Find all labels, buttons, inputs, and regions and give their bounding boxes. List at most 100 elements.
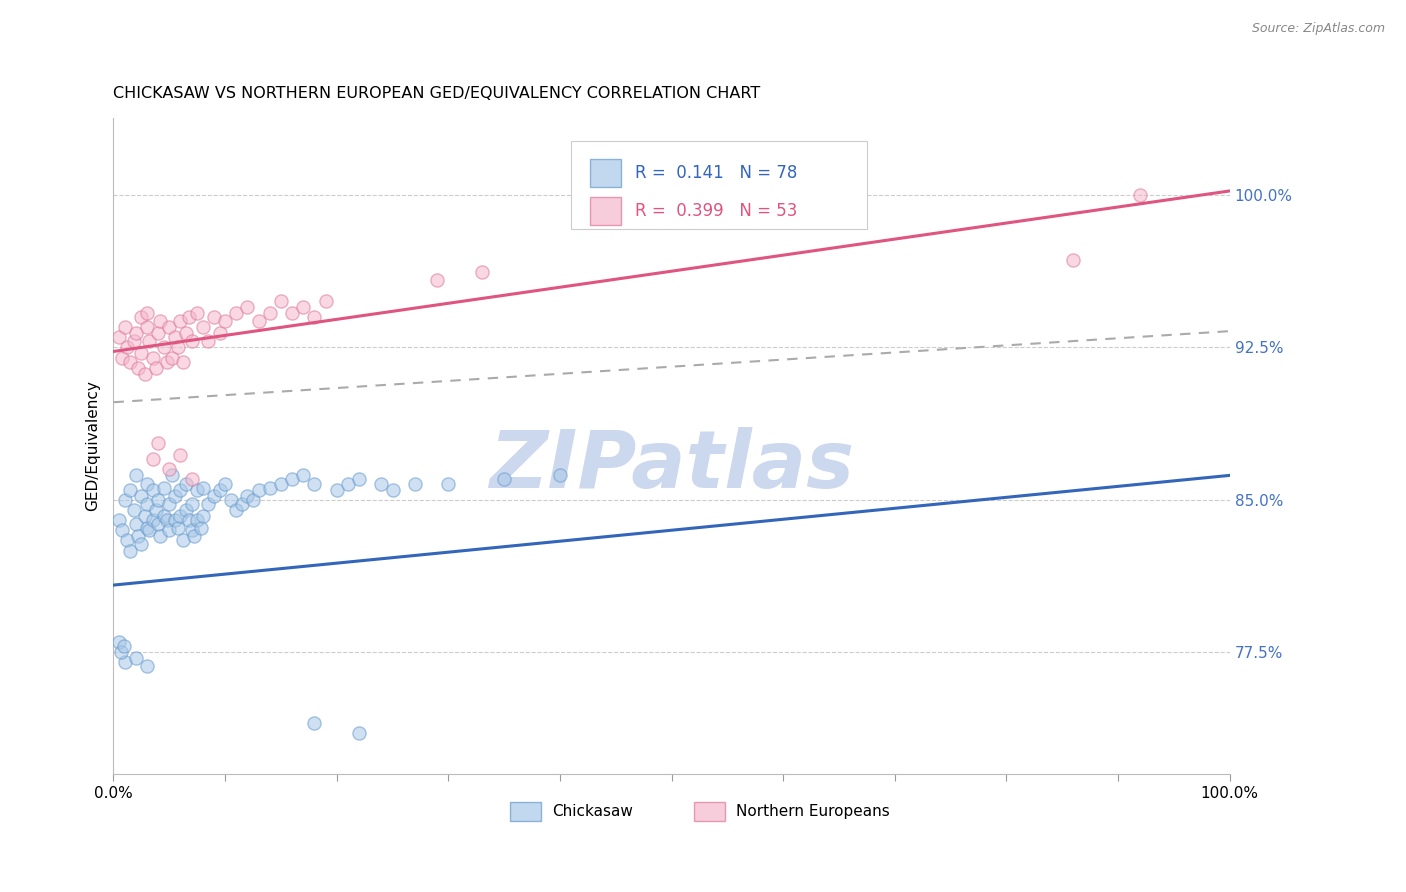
Point <box>231 497 253 511</box>
Point <box>167 521 190 535</box>
Point <box>247 314 270 328</box>
Point <box>326 483 349 497</box>
Point <box>180 472 202 486</box>
Point <box>186 513 208 527</box>
Point <box>190 521 212 535</box>
Point <box>114 492 136 507</box>
Point <box>131 537 153 551</box>
Point <box>186 306 208 320</box>
Point <box>136 476 159 491</box>
Point <box>202 489 225 503</box>
Point <box>163 330 186 344</box>
Point <box>157 320 180 334</box>
Point <box>292 300 315 314</box>
Point <box>122 334 145 349</box>
Point <box>315 293 337 308</box>
Point <box>157 462 180 476</box>
Point <box>208 483 231 497</box>
Point <box>304 476 326 491</box>
Point <box>108 635 131 649</box>
Point <box>138 523 160 537</box>
Point <box>281 306 304 320</box>
FancyBboxPatch shape <box>695 802 725 822</box>
Point <box>125 468 148 483</box>
Point <box>125 651 148 665</box>
Point <box>146 435 169 450</box>
Text: Northern Europeans: Northern Europeans <box>737 804 890 819</box>
Point <box>292 468 315 483</box>
Point <box>160 468 183 483</box>
Point <box>127 360 149 375</box>
Point <box>108 513 131 527</box>
Point <box>131 310 153 324</box>
Point <box>156 513 179 527</box>
Point <box>225 503 247 517</box>
Point <box>347 726 370 740</box>
Point <box>259 306 281 320</box>
Point <box>236 489 259 503</box>
Text: CHICKASAW VS NORTHERN EUROPEAN GED/EQUIVALENCY CORRELATION CHART: CHICKASAW VS NORTHERN EUROPEAN GED/EQUIV… <box>114 87 761 102</box>
Point <box>236 300 259 314</box>
Point <box>114 655 136 669</box>
Point <box>127 529 149 543</box>
Point <box>146 517 169 532</box>
Point <box>136 497 159 511</box>
Text: Chickasaw: Chickasaw <box>553 804 633 819</box>
Point <box>160 351 183 365</box>
Point <box>404 476 426 491</box>
Point <box>112 639 135 653</box>
Point <box>186 483 208 497</box>
Text: R =  0.141   N = 78: R = 0.141 N = 78 <box>634 164 797 182</box>
Point <box>136 320 159 334</box>
Point <box>110 645 132 659</box>
Point <box>247 483 270 497</box>
Point <box>145 360 167 375</box>
Point <box>136 659 159 673</box>
Point <box>149 314 172 328</box>
Text: ZIPatlas: ZIPatlas <box>489 426 853 505</box>
Point <box>131 346 153 360</box>
FancyBboxPatch shape <box>510 802 541 822</box>
Point <box>437 476 460 491</box>
Point <box>180 334 202 349</box>
Point <box>172 354 194 368</box>
Point <box>142 513 165 527</box>
Point <box>142 452 165 467</box>
Point <box>242 492 264 507</box>
Point <box>146 326 169 340</box>
Point <box>125 326 148 340</box>
Point <box>157 497 180 511</box>
Point <box>136 306 159 320</box>
Point <box>281 472 304 486</box>
Point <box>120 483 142 497</box>
Point <box>167 340 190 354</box>
Point <box>136 521 159 535</box>
Point <box>370 476 392 491</box>
Point <box>214 314 236 328</box>
Point <box>270 476 292 491</box>
FancyBboxPatch shape <box>591 159 621 186</box>
Point <box>125 517 148 532</box>
Point <box>114 320 136 334</box>
Point <box>149 529 172 543</box>
Point <box>152 481 174 495</box>
FancyBboxPatch shape <box>591 197 621 225</box>
Point <box>174 476 197 491</box>
Point <box>548 468 571 483</box>
FancyBboxPatch shape <box>571 141 868 229</box>
Point <box>1062 253 1084 268</box>
Point <box>179 310 201 324</box>
Point <box>120 543 142 558</box>
Point <box>169 508 191 523</box>
Point <box>111 523 134 537</box>
Point <box>138 334 160 349</box>
Point <box>131 489 153 503</box>
Point <box>152 508 174 523</box>
Point <box>219 492 242 507</box>
Point <box>134 508 156 523</box>
Point <box>169 314 191 328</box>
Point <box>180 497 202 511</box>
Point <box>169 448 191 462</box>
Point <box>172 533 194 548</box>
Point <box>336 476 359 491</box>
